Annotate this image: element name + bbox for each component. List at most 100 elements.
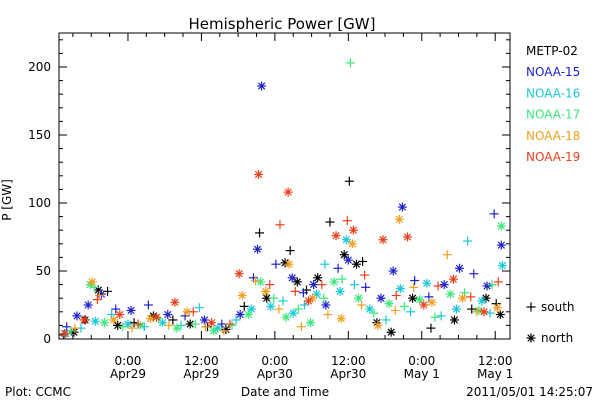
marker-stroke [158,319,167,327]
marker-stroke [247,305,256,313]
legend-item: METP-02 [526,44,578,58]
north-point [329,277,339,287]
marker-stroke [398,203,407,211]
north-point [482,281,492,291]
south-point [485,308,495,318]
south-point [127,323,137,333]
legend-marker-north [526,333,536,343]
north-point [113,320,123,330]
marker-stroke [389,267,397,275]
south-point [92,295,102,305]
marker-stroke [61,329,69,338]
south-point [361,282,371,292]
north-point [287,273,297,283]
x-tick-label-time: 0:00 [261,354,288,368]
north-point [354,293,364,303]
marker-stroke [387,328,395,336]
south-point [293,304,303,314]
south-point [164,320,174,330]
x-tick-label-time: 12:00 [478,354,513,368]
south-point [406,307,416,317]
south-point [430,312,440,322]
south-point [442,250,452,260]
marker-stroke [84,301,92,309]
north-point [351,259,361,269]
marker-stroke [483,282,491,290]
north-point [83,300,93,310]
south-point [250,276,260,286]
x-tick-label-date: Apr29 [183,367,219,381]
north-point [448,274,458,284]
south-point [275,220,285,230]
north-point [254,169,264,179]
marker-stroke [332,231,340,240]
north-point [145,314,155,324]
marker-stroke [171,298,179,306]
south-point [466,292,476,302]
south-point [255,228,265,238]
south-point [489,209,499,219]
marker-stroke [285,260,293,268]
north-point [373,320,383,330]
south-point [285,246,295,256]
north-point [283,187,293,197]
north-point [281,312,291,322]
marker-stroke [420,301,428,309]
north-point [90,316,100,326]
south-point [133,319,143,329]
marker-stroke [527,334,535,342]
north-point [199,315,209,325]
marker-stroke [91,317,99,325]
marker-stroke [458,294,467,302]
south-point [409,282,419,292]
marker-stroke [236,310,244,319]
south-point [469,269,479,279]
north-point [72,311,82,321]
footer-timestamp: 2011/05/01 14:25:07 [466,385,593,399]
marker-stroke [314,274,322,282]
south-point [349,280,359,290]
south-point [317,280,327,290]
marker-stroke [374,321,382,330]
south-point [190,319,200,329]
marker-stroke [480,308,488,316]
south-point [391,290,401,300]
north-point [306,318,316,328]
north-point [451,304,461,314]
south-point [143,300,153,310]
south-point [360,270,370,280]
marker-stroke [244,310,253,319]
marker-stroke [349,226,358,234]
marker-stroke [293,278,301,286]
legend-marker-label: south [541,300,575,314]
marker-stroke [284,188,292,196]
north-point [384,299,394,309]
marker-stroke [267,302,275,311]
marker-stroke [173,324,181,332]
marker-stroke [88,278,96,286]
series-metp-02 [59,176,505,340]
south-point [271,259,281,269]
marker-stroke [366,305,374,313]
south-point [325,217,335,227]
north-point [415,295,425,305]
north-point [395,284,405,294]
south-point [180,311,190,321]
marker-stroke [497,222,505,230]
south-point [298,288,308,298]
marker-stroke [282,313,290,321]
north-point [313,273,323,283]
marker-stroke [114,321,122,330]
north-point [109,315,119,325]
north-point [496,240,506,250]
north-point [427,297,437,307]
marker-stroke [440,280,448,289]
marker-stroke [428,298,436,306]
marker-stroke [330,278,338,286]
north-point [394,214,404,224]
marker-stroke [493,304,501,312]
north-point [477,296,487,306]
series-noaa-15 [62,81,506,332]
marker-stroke [209,327,218,335]
